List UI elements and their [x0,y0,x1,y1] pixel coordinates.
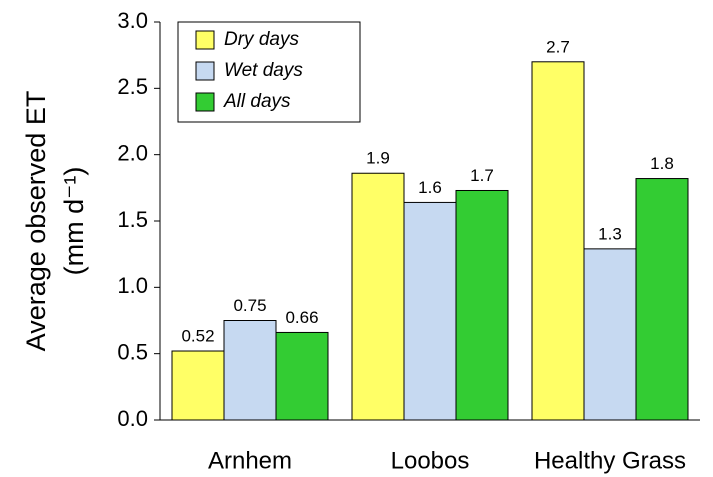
legend-label: All days [223,91,291,112]
bar [583,248,637,421]
y-tick-label: 2.5 [117,74,148,99]
bar [403,201,457,421]
value-label: 2.7 [546,37,570,56]
y-tick-label: 2.0 [117,140,148,165]
legend-label: Dry days [224,29,299,50]
bar [531,61,585,421]
bar [455,189,509,421]
value-label: 1.6 [418,178,442,197]
value-label: 1.3 [598,224,622,243]
value-label: 0.75 [233,296,266,315]
value-label: 0.52 [181,326,214,345]
y-tick-label: 0.0 [117,406,148,431]
y-tick-label: 3.0 [117,8,148,33]
bar [275,331,329,421]
bar [635,178,689,421]
x-tick-label: Healthy Grass [534,447,686,474]
y-tick-label: 0.5 [117,339,148,364]
x-tick-label: Loobos [391,447,470,474]
y-axis-label: Average observed ET [21,91,51,352]
legend-swatch [195,30,215,50]
legend-swatch [195,61,215,81]
y-tick-label: 1.5 [117,207,148,232]
value-label: 0.66 [285,308,318,327]
legend-label: Wet days [224,60,303,81]
x-tick-label: Arnhem [208,447,292,474]
bar [223,320,277,421]
bar [171,350,225,421]
legend-swatch [195,92,215,112]
value-label: 1.9 [366,149,390,168]
value-label: 1.8 [650,154,674,173]
bar [351,172,405,421]
y-axis-label: (mm d⁻¹) [59,167,89,276]
value-label: 1.7 [470,166,494,185]
y-tick-label: 1.0 [117,273,148,298]
